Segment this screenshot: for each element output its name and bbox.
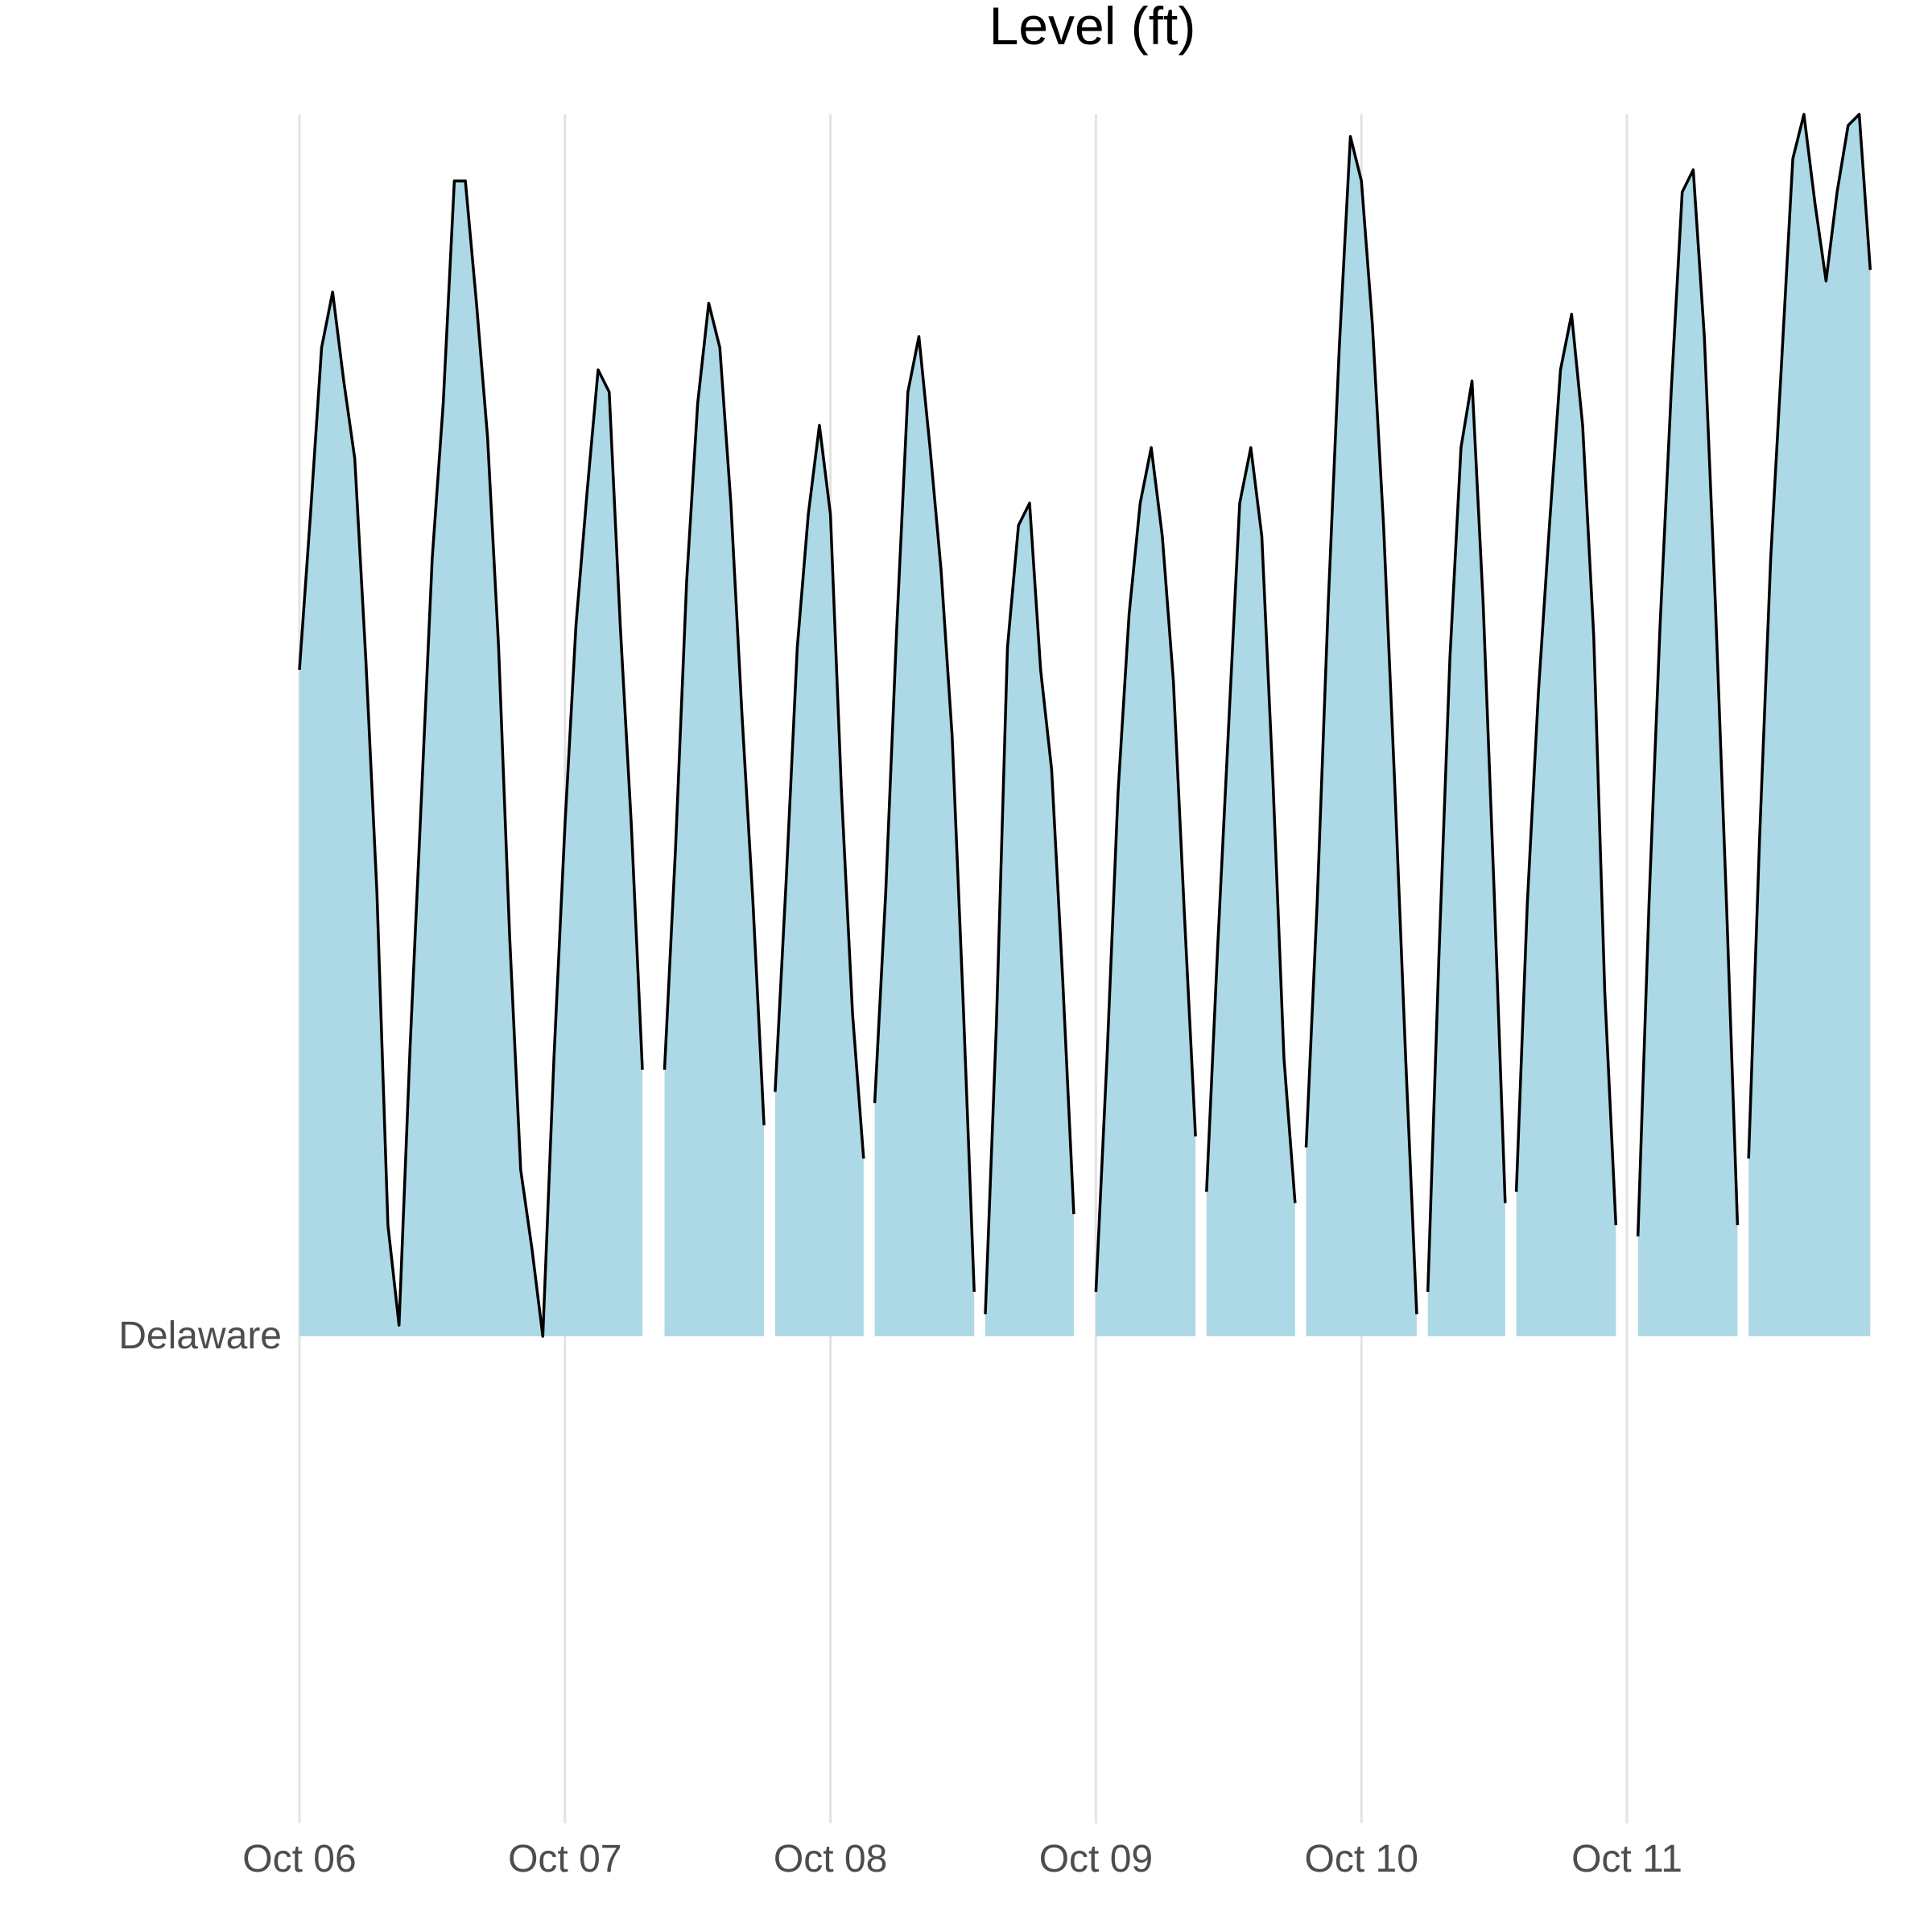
level-area-segment [664,303,765,1337]
level-line-segment [1094,446,1197,1292]
level-area-segment [1516,314,1616,1336]
line-layer [298,113,1872,1338]
level-area-segment [1637,170,1738,1336]
x-tick-label: Oct 08 [774,1838,887,1880]
level-area-segment [299,180,642,1336]
area-layer [299,114,1871,1337]
level-line-segment [298,180,644,1338]
level-line-segment [1304,134,1418,1315]
level-area-segment [774,425,864,1336]
level-area-segment [1748,114,1871,1336]
axis-layer: Delaware Oct 06 Oct 07 Oct 08 Oct 09 Oct 10 O… [118,1315,1682,1880]
level-area-segment [1206,448,1295,1336]
level-line-segment [774,423,865,1159]
x-tick-label: Oct 11 [1571,1838,1682,1880]
level-area-segment [874,336,975,1336]
level-area-segment [985,503,1074,1336]
x-tick-label: Oct 06 [242,1838,356,1880]
chart-title: Level (ft) [989,0,1196,56]
level-line-segment [1426,379,1507,1292]
x-tick-label: Oct 10 [1304,1838,1418,1880]
level-line-segment [1636,168,1740,1236]
level-line-segment [1205,446,1297,1203]
x-tick-label: Oct 07 [508,1838,621,1880]
level-area-segment [1306,136,1417,1337]
level-line-segment [663,301,766,1125]
y-tick-label-delaware: Delaware [118,1315,282,1357]
level-line-segment [1747,113,1872,1159]
level-line-segment [873,335,976,1292]
level-area-segment [1427,381,1505,1337]
level-line-segment [1514,312,1618,1226]
level-line-segment [984,502,1075,1315]
x-tick-label: Oct 09 [1039,1838,1153,1880]
level-area-segment [1096,448,1196,1336]
